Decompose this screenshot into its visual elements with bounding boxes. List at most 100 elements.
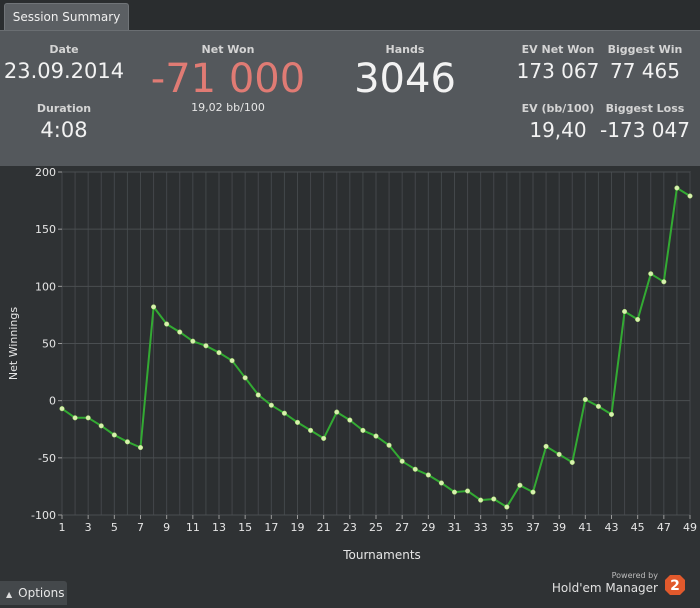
biggest-loss-value: -173 047 (600, 118, 690, 142)
x-tick-label: 13 (212, 521, 226, 534)
data-point (242, 375, 248, 381)
data-point (373, 433, 379, 439)
tab-bar: Session Summary (0, 0, 700, 31)
data-point (425, 472, 431, 478)
data-point (229, 358, 235, 364)
x-tick-label: 35 (500, 521, 514, 534)
data-point (491, 496, 497, 502)
x-tick-label: 45 (631, 521, 645, 534)
options-button[interactable]: ▲ Options (0, 581, 67, 605)
hands-stat: Hands 3046 (330, 43, 480, 102)
x-tick-label: 11 (186, 521, 200, 534)
data-point (203, 343, 209, 349)
x-tick-label: 39 (552, 521, 566, 534)
data-point (347, 417, 353, 423)
y-axis-label: Net Winnings (7, 307, 20, 380)
data-point (635, 316, 641, 323)
data-point (412, 466, 418, 472)
powered-by-text: Powered by (611, 571, 658, 580)
x-tick-label: 5 (111, 521, 118, 534)
data-point (478, 497, 484, 503)
ev-net-won-stat: EV Net Won 173 067 (512, 43, 604, 83)
x-tick-label: 29 (421, 521, 435, 534)
biggest-win-stat: Biggest Win 77 465 (604, 43, 686, 83)
data-point (281, 410, 287, 416)
data-point (530, 489, 536, 495)
data-point (124, 439, 130, 445)
data-point (177, 329, 183, 335)
net-winnings-chart: -100 -50 0 50 100 150 200 1 3 5 7 9 11 13 15 17 19 21 23 25… (0, 166, 700, 578)
y-tick-label: 150 (35, 223, 56, 236)
ev-bb100-value: 19,40 (529, 118, 587, 142)
x-tick-label: 21 (317, 521, 331, 534)
data-point (465, 488, 471, 494)
data-point (622, 308, 628, 315)
data-point (137, 444, 144, 451)
x-tick-label: 49 (683, 521, 697, 534)
x-tick-label: 41 (578, 521, 592, 534)
y-tick-label: -100 (31, 509, 56, 522)
date-label: Date (49, 43, 79, 56)
data-point (451, 489, 458, 495)
data-point (608, 411, 615, 417)
data-point (543, 443, 549, 449)
data-point (648, 271, 654, 277)
data-point (386, 442, 392, 448)
data-point (190, 338, 196, 344)
data-point (111, 432, 117, 438)
x-tick-label: 37 (526, 521, 540, 534)
data-point (59, 406, 65, 412)
y-tick-label: 0 (49, 395, 56, 408)
biggest-win-label: Biggest Win (607, 43, 683, 56)
net-won-bb100: 19,02 bb/100 (191, 101, 265, 114)
x-tick-label: 19 (291, 521, 305, 534)
x-tick-label: 47 (657, 521, 671, 534)
x-tick-label: 17 (264, 521, 278, 534)
x-tick-label: 31 (448, 521, 462, 534)
duration-value: 4:08 (40, 118, 88, 142)
hands-value: 3046 (354, 56, 456, 102)
data-point (687, 193, 693, 199)
x-tick-label: 27 (395, 521, 409, 534)
data-point (164, 321, 170, 327)
data-point (582, 396, 588, 403)
data-point (308, 427, 314, 433)
options-label: Options (18, 586, 65, 600)
x-tick-label: 9 (163, 521, 170, 534)
brand-logo-text: 2 (670, 578, 680, 594)
date-stat: Date 23.09.2014 (0, 43, 128, 83)
duration-label: Duration (36, 102, 92, 115)
data-point (294, 419, 301, 425)
data-point (255, 392, 261, 398)
biggest-loss-stat: Biggest Loss -173 047 (596, 102, 694, 142)
net-won-value: -71 000 (150, 56, 306, 102)
data-point (517, 482, 523, 488)
brand-logo-area: Powered by Hold'em Manager 2 (486, 571, 686, 608)
net-won-stat: Net Won -71 000 19,02 bb/100 (128, 43, 328, 114)
data-point (556, 451, 562, 457)
data-point (674, 185, 680, 191)
data-point (72, 415, 78, 421)
net-won-label: Net Won (201, 43, 255, 56)
y-tick-label: 100 (35, 280, 56, 293)
date-value: 23.09.2014 (3, 59, 125, 83)
data-point (216, 350, 222, 356)
ev-net-won-label: EV Net Won (521, 43, 595, 56)
data-point (321, 435, 327, 441)
x-tick-label: 1 (59, 521, 66, 534)
x-tick-label: 23 (343, 521, 357, 534)
y-tick-label: 200 (35, 166, 56, 179)
ev-bb100-stat: EV (bb/100) 19,40 (512, 102, 604, 142)
duration-stat: Duration 4:08 (0, 102, 128, 142)
session-summary-panel: Date 23.09.2014 Duration 4:08 Net Won -7… (0, 30, 700, 166)
y-tick-label: -50 (38, 452, 56, 465)
y-tick-label: 50 (42, 338, 56, 351)
biggest-win-value: 77 465 (610, 59, 680, 83)
tab-session-summary[interactable]: Session Summary (4, 3, 129, 31)
x-tick-label: 15 (238, 521, 252, 534)
brand-name: Hold'em Manager (551, 581, 658, 595)
data-point (661, 279, 667, 285)
data-point (151, 304, 157, 310)
footer-bar: ▲ Options Powered by Hold'em Manager 2 (0, 571, 700, 608)
caret-up-icon: ▲ (6, 590, 13, 599)
